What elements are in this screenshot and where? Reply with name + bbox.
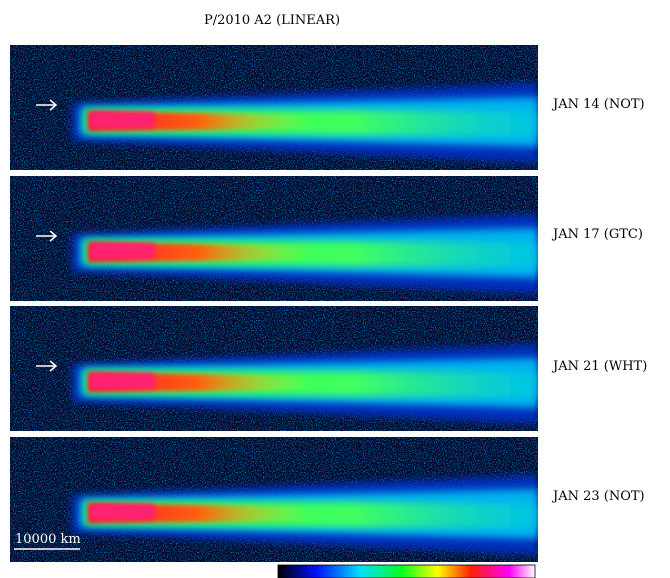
figure-title: P/2010 A2 (LINEAR) bbox=[204, 13, 340, 28]
panel bbox=[10, 176, 538, 301]
panel bbox=[10, 45, 538, 170]
panel-image bbox=[10, 45, 538, 170]
colorbar bbox=[278, 565, 535, 578]
panel-image bbox=[10, 437, 538, 562]
panel-label: JAN 14 (NOT) bbox=[551, 97, 645, 112]
panel bbox=[10, 437, 538, 562]
panel-image bbox=[10, 306, 538, 431]
figure: P/2010 A2 (LINEAR) JAN 14 (NOT) JAN 17 (… bbox=[0, 0, 670, 578]
page: P/2010 A2 (LINEAR) JAN 14 (NOT) JAN 17 (… bbox=[0, 0, 670, 578]
scale-bar-label: 10000 km bbox=[15, 532, 81, 547]
panel-label: JAN 17 (GTC) bbox=[551, 227, 643, 242]
panel-image bbox=[10, 176, 538, 301]
panel-label: JAN 21 (WHT) bbox=[551, 359, 647, 374]
panel-label: JAN 23 (NOT) bbox=[551, 489, 645, 504]
panel bbox=[10, 306, 538, 431]
